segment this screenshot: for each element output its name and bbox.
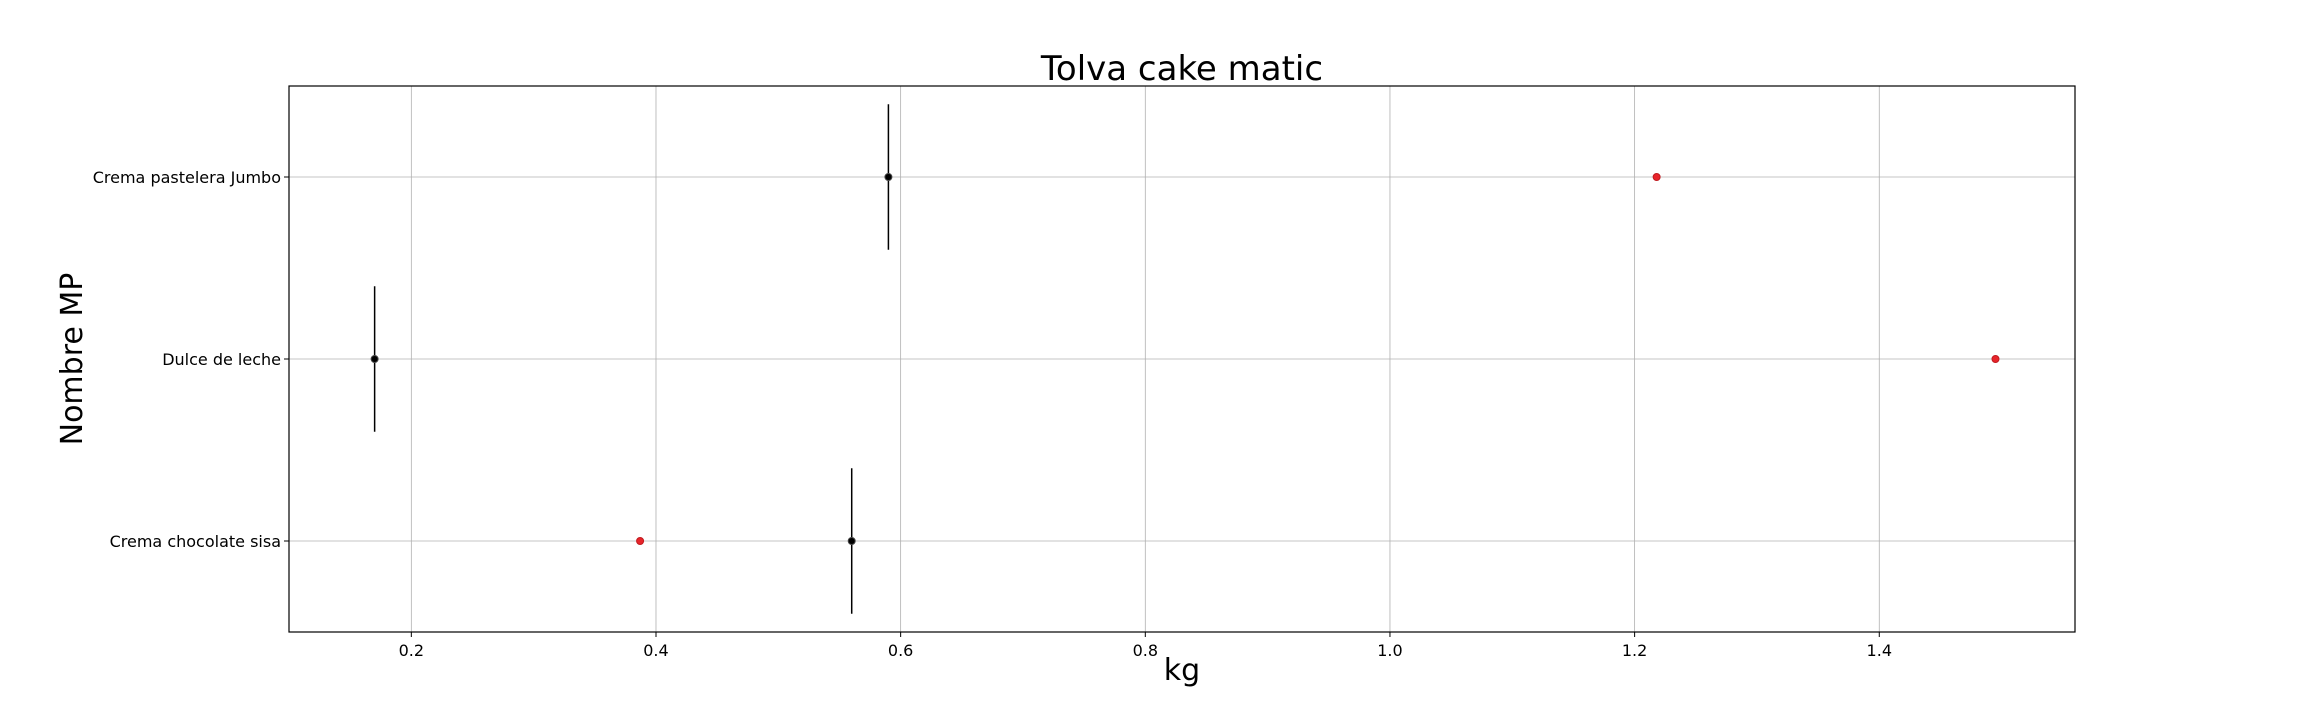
x-tick-label: 1.4 [1867, 641, 1892, 660]
data-point [847, 537, 856, 545]
x-tick-label: 1.2 [1622, 641, 1647, 660]
data-point [370, 355, 379, 363]
data-point [1652, 173, 1661, 181]
y-axis: Crema pastelera Jumbo Dulce de leche Crema… [93, 168, 289, 551]
data-point [884, 173, 893, 181]
y-axis-label: Nombre MP [55, 273, 90, 446]
chart-title: Tolva cake matic [1040, 49, 1323, 89]
x-tick-label: 0.8 [1133, 641, 1158, 660]
x-tick-label: 0.2 [399, 641, 424, 660]
x-tick-label: 0.4 [643, 641, 668, 660]
plot-marks [370, 104, 2000, 614]
y-tick-label: Dulce de leche [162, 350, 281, 369]
y-tick-label: Crema chocolate sisa [110, 532, 281, 551]
x-axis-label: kg [1164, 653, 1200, 688]
x-tick-label: 0.6 [888, 641, 913, 660]
data-point [636, 537, 645, 545]
x-axis: 0.2 0.4 0.6 0.8 1.0 1.2 1.4 [399, 632, 1892, 660]
x-tick-label: 1.0 [1377, 641, 1402, 660]
grid [289, 86, 2075, 632]
data-point [1991, 355, 2000, 363]
y-tick-label: Crema pastelera Jumbo [93, 168, 281, 187]
